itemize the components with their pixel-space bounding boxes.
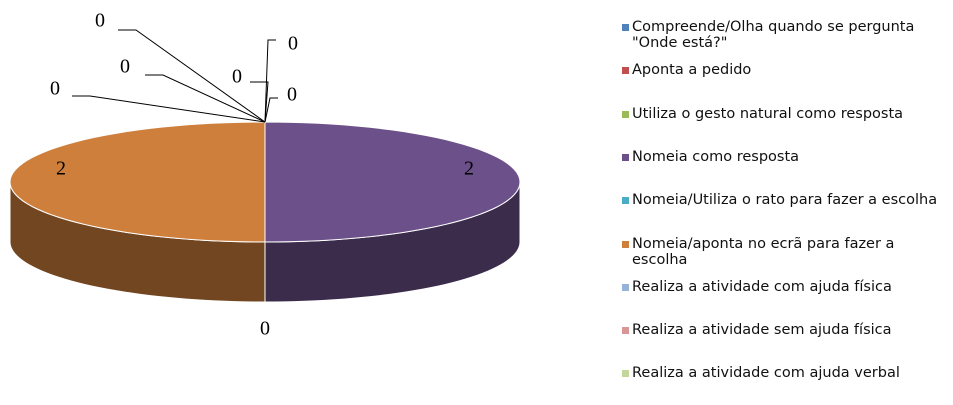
- legend-label: Nomeia/aponta no ecrã para fazer a escol…: [632, 235, 895, 268]
- data-label: 0: [95, 10, 105, 32]
- legend-swatch: [622, 110, 629, 118]
- data-label: 0: [50, 78, 60, 100]
- legend-label: Aponta a pedido: [632, 62, 752, 79]
- leader-line: [118, 29, 266, 123]
- legend-label: Realiza a atividade com ajuda verbal: [632, 365, 900, 382]
- leader-line: [264, 39, 276, 123]
- legend-label: Nomeia/Utiliza o rato para fazer a escol…: [632, 192, 938, 209]
- legend-swatch: [622, 153, 629, 161]
- data-label: 0: [120, 56, 130, 78]
- legend-label: Nomeia como resposta: [632, 148, 800, 165]
- leader-line: [250, 81, 269, 123]
- leader-line: [145, 74, 266, 123]
- data-label: 0: [288, 33, 298, 55]
- legend-swatch: [622, 24, 629, 31]
- leader-line: [72, 95, 266, 123]
- legend-swatch: [622, 327, 629, 335]
- leader-line: [264, 97, 278, 123]
- legend-label: Realiza a atividade sem ajuda física: [632, 322, 892, 339]
- data-label: 0: [232, 66, 242, 88]
- data-label: 0: [287, 84, 297, 106]
- data-label: 0: [260, 318, 270, 340]
- legend-label: Utiliza o gesto natural como resposta: [632, 105, 904, 122]
- data-label: 2: [56, 158, 66, 180]
- legend-swatch: [622, 240, 629, 248]
- legend-swatch: [622, 67, 629, 75]
- legend-label: Compreende/Olha quando se pergunta "Onde…: [632, 19, 915, 51]
- legend-swatch: [622, 197, 629, 205]
- slice: [264, 121, 521, 243]
- chart: 0 0 0 2 0 2 0 0 0: [9, 10, 521, 340]
- legend-label: Realiza a atividade com ajuda física: [632, 278, 892, 295]
- data-label: 2: [464, 158, 474, 180]
- legend-swatch: [622, 283, 629, 291]
- legend-swatch: [622, 370, 629, 378]
- slice: [9, 121, 266, 243]
